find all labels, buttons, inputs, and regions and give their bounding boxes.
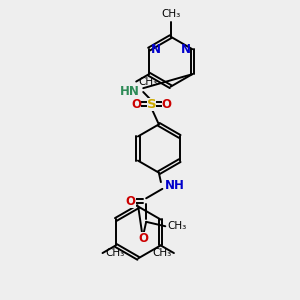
Text: O: O <box>126 195 136 208</box>
Text: HN: HN <box>120 85 140 98</box>
Text: CH₃: CH₃ <box>139 76 158 86</box>
Text: CH₃: CH₃ <box>162 9 181 19</box>
Text: O: O <box>138 232 148 244</box>
Text: N: N <box>181 43 191 56</box>
Text: S: S <box>147 98 156 111</box>
Text: CH₃: CH₃ <box>105 248 124 258</box>
Text: CH₃: CH₃ <box>168 221 187 231</box>
Text: CH₃: CH₃ <box>152 248 172 258</box>
Text: O: O <box>162 98 172 111</box>
Text: O: O <box>131 98 141 111</box>
Text: N: N <box>150 43 161 56</box>
Text: NH: NH <box>165 178 185 191</box>
